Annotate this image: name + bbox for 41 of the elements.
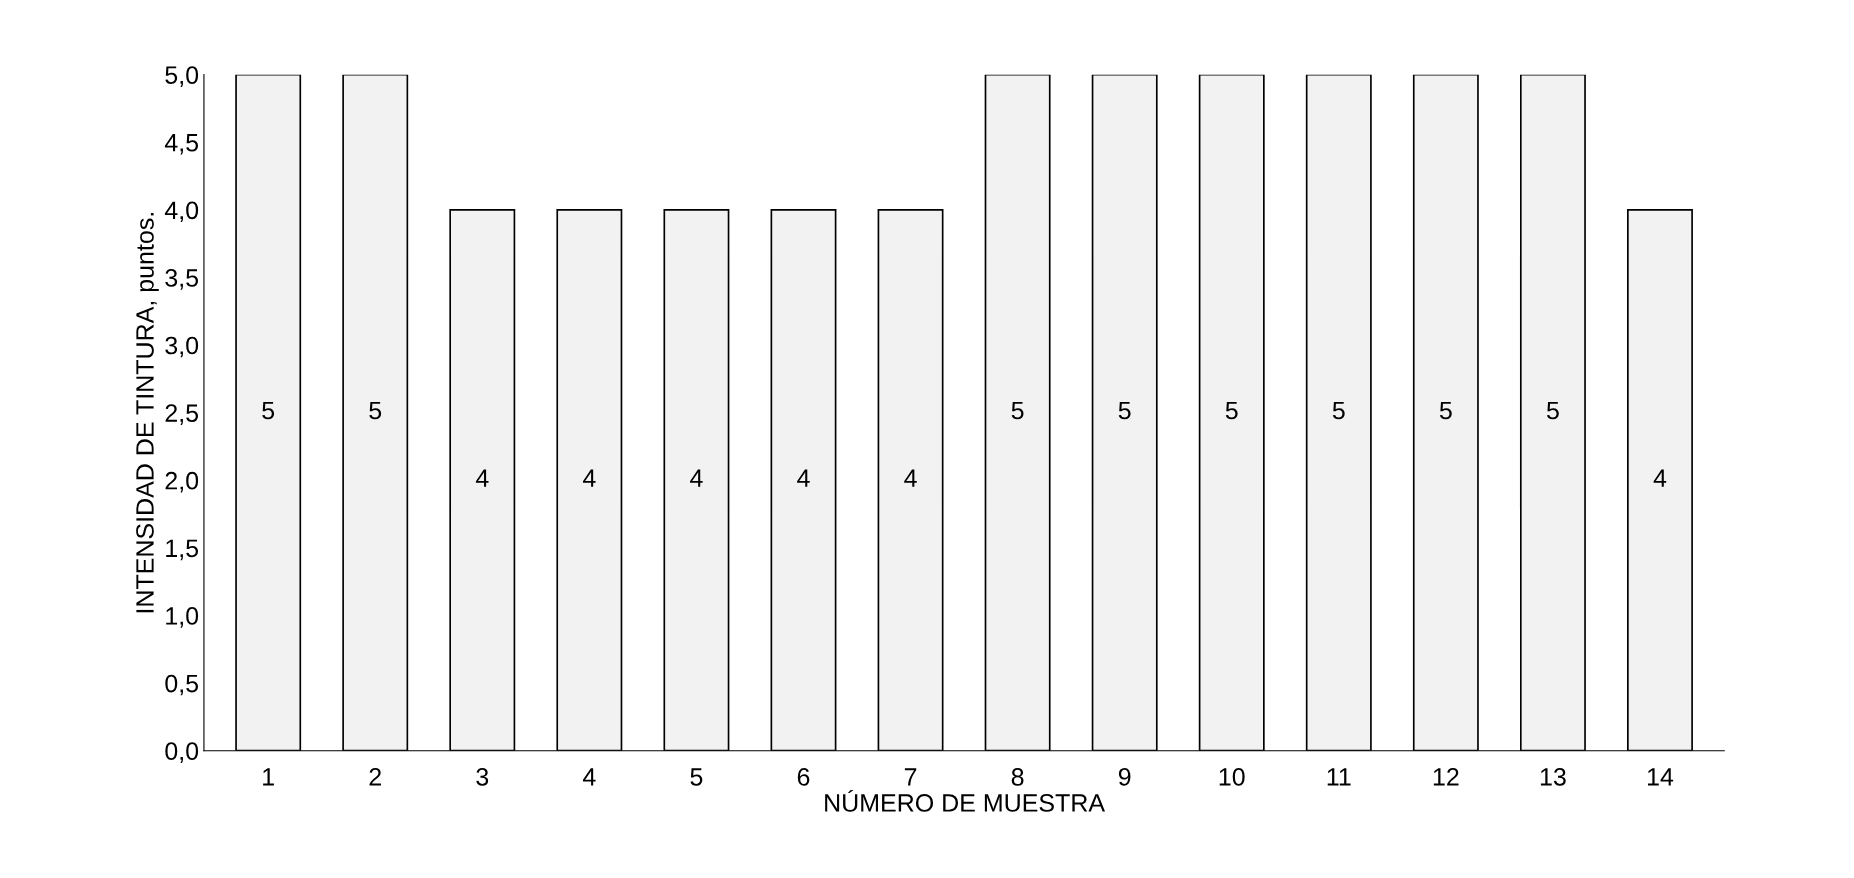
x-tick-label: 10 bbox=[1219, 768, 1245, 786]
x-tick-label: 7 bbox=[904, 768, 917, 786]
data-label: 5 bbox=[1118, 401, 1131, 420]
x-tick-label: 13 bbox=[1540, 768, 1566, 786]
x-tick-label: 8 bbox=[1011, 768, 1024, 786]
y-tick-label: 4,0 bbox=[164, 201, 199, 223]
y-tick-label: 2,0 bbox=[165, 471, 199, 493]
data-label: 4 bbox=[797, 469, 810, 487]
y-tick-label: 3,0 bbox=[165, 336, 199, 358]
data-label: 5 bbox=[1332, 401, 1345, 420]
y-tick-label: 2,5 bbox=[165, 404, 199, 425]
data-label: 4 bbox=[475, 469, 489, 487]
x-tick-label: 9 bbox=[1118, 768, 1131, 786]
x-tick-label: 11 bbox=[1327, 768, 1351, 786]
data-label: 5 bbox=[1439, 401, 1452, 420]
x-tick-label: 5 bbox=[690, 768, 703, 786]
data-label: 5 bbox=[1546, 401, 1559, 420]
y-tick-label: 5,0 bbox=[165, 66, 199, 87]
x-tick-label: 2 bbox=[369, 768, 381, 786]
x-tick-label: 14 bbox=[1647, 768, 1674, 786]
x-tick-label: 3 bbox=[476, 768, 489, 786]
y-tick-label: 1,0 bbox=[166, 607, 199, 628]
data-label: 5 bbox=[1225, 401, 1238, 420]
x-tick-label: 12 bbox=[1433, 768, 1459, 786]
data-label: 4 bbox=[690, 469, 703, 487]
data-label: 5 bbox=[369, 401, 382, 420]
data-label: 5 bbox=[1011, 401, 1024, 420]
x-tick-label: 6 bbox=[797, 768, 810, 786]
y-tick-label: 3,5 bbox=[165, 269, 199, 290]
data-label: 5 bbox=[262, 401, 275, 420]
data-label: 4 bbox=[582, 469, 596, 487]
x-tick-label: 1 bbox=[263, 768, 274, 786]
y-tick-label: 4,5 bbox=[164, 134, 199, 155]
x-tick-label: 4 bbox=[582, 768, 596, 786]
data-label: 4 bbox=[1653, 469, 1667, 487]
y-tick-label: 1,5 bbox=[166, 539, 199, 561]
y-tick-label: 0,5 bbox=[165, 674, 199, 696]
y-tick-label: 0,0 bbox=[165, 742, 199, 763]
x-axis-title: NÚMERO DE MUESTRA bbox=[825, 789, 1106, 812]
data-label: 4 bbox=[904, 469, 917, 487]
y-axis-title: INTENSIDAD DE TINTURA, puntos. bbox=[136, 213, 159, 613]
